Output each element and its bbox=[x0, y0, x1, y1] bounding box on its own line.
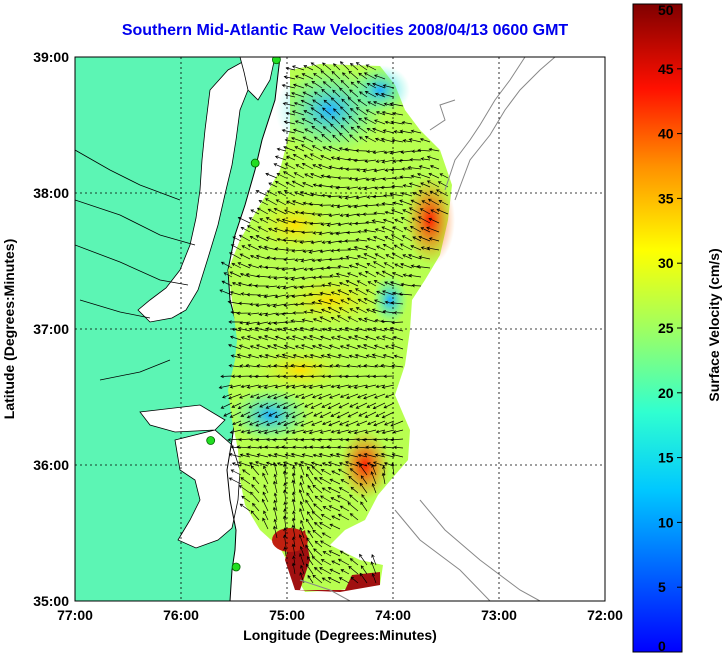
x-tick-label: 75:00 bbox=[269, 607, 305, 623]
albemarle-sound bbox=[139, 404, 226, 433]
y-axis-label: Latitude (Degrees:Minutes) bbox=[1, 239, 17, 419]
colorbar-tick-label: 0 bbox=[658, 638, 666, 654]
colorbar-tick-label: 50 bbox=[658, 2, 674, 18]
bathymetry-contours bbox=[299, 57, 556, 601]
x-tick-label: 77:00 bbox=[57, 607, 93, 623]
colorbar-label: Surface Velocity (cm/s) bbox=[706, 248, 722, 401]
colorbar-tick-label: 20 bbox=[658, 385, 674, 401]
x-tick-label: 74:00 bbox=[375, 607, 411, 623]
delaware-bay bbox=[239, 57, 276, 101]
colorbar-tick-label: 5 bbox=[658, 579, 666, 595]
colorbar-tick-label: 40 bbox=[658, 126, 674, 142]
river-inlets bbox=[75, 149, 196, 381]
x-tick-label: 73:00 bbox=[481, 607, 517, 623]
radar-station-marker bbox=[272, 57, 281, 65]
x-tick-label: 76:00 bbox=[163, 607, 199, 623]
velocity-vectors bbox=[218, 61, 449, 584]
y-tick-label: 37:00 bbox=[33, 321, 69, 337]
y-tick-label: 36:00 bbox=[33, 457, 69, 473]
pamlico-sound bbox=[174, 429, 241, 549]
map-title: Southern Mid-Atlantic Raw Velocities 200… bbox=[121, 22, 569, 39]
colorbar-tick-label: 30 bbox=[658, 255, 674, 271]
grid-lines bbox=[75, 57, 605, 601]
radar-stations bbox=[206, 57, 281, 572]
colorbar-tick-label: 10 bbox=[658, 514, 674, 530]
radar-station-marker bbox=[206, 436, 216, 445]
colorbar-tick-label: 15 bbox=[658, 450, 674, 466]
colorbar-tick-label: 45 bbox=[658, 61, 674, 77]
radar-station-marker bbox=[231, 562, 241, 572]
y-tick-labels: 39:00 38:00 37:00 36:00 35:00 bbox=[33, 49, 69, 609]
colorbar-tick-label: 25 bbox=[658, 320, 674, 336]
colorbar-tick-label: 35 bbox=[658, 190, 674, 206]
velocity-field bbox=[218, 61, 455, 592]
radar-station-marker bbox=[250, 158, 260, 168]
x-axis-label: Longitude (Degrees:Minutes) bbox=[243, 627, 437, 643]
x-tick-label: 72:00 bbox=[587, 607, 623, 623]
colorbar bbox=[632, 3, 683, 653]
y-tick-label: 39:00 bbox=[33, 49, 69, 65]
x-tick-labels: 77:00 76:00 75:00 74:00 73:00 72:00 bbox=[57, 607, 623, 623]
y-tick-label: 35:00 bbox=[33, 593, 69, 609]
y-tick-label: 38:00 bbox=[33, 185, 69, 201]
plot-frame bbox=[74, 56, 606, 602]
